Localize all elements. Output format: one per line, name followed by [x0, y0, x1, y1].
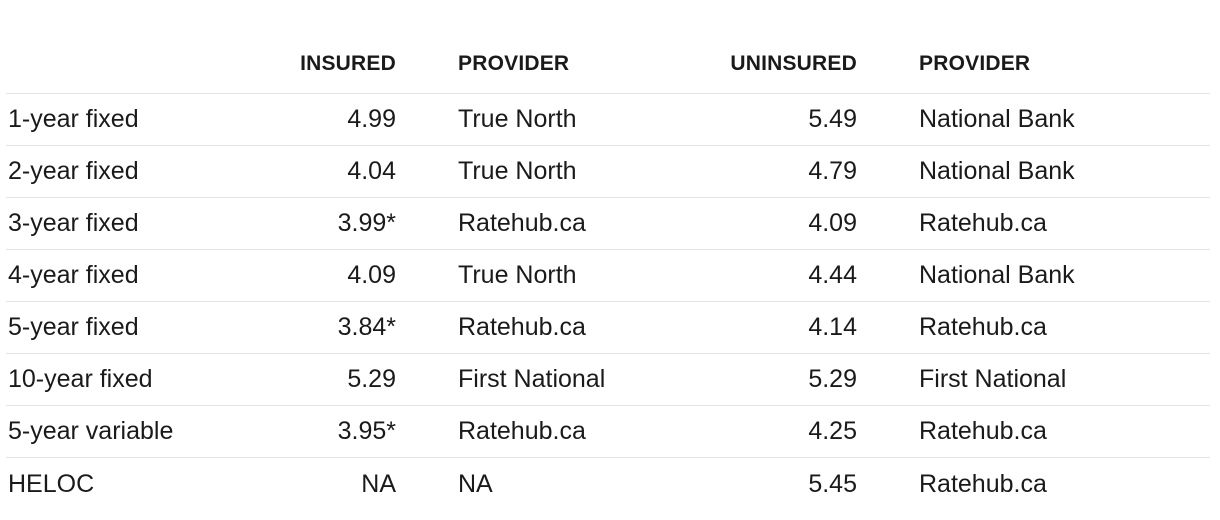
table-row: 4-year fixed 4.09 True North 4.44 Nation… [6, 250, 1210, 302]
insured-provider-cell: First National [458, 365, 606, 393]
uninsured-provider-cell: Ratehub.ca [919, 209, 1047, 237]
insured-provider-cell: True North [458, 261, 577, 289]
uninsured-rate-cell: 4.44 [808, 261, 857, 289]
insured-provider-cell: Ratehub.ca [458, 209, 586, 237]
table-row: 10-year fixed 5.29 First National 5.29 F… [6, 354, 1210, 406]
uninsured-provider-cell: Ratehub.ca [919, 469, 1047, 498]
insured-provider-cell: NA [458, 469, 493, 498]
insured-provider-cell: True North [458, 157, 577, 185]
term-cell: 3-year fixed [8, 209, 139, 237]
table-row: HELOC NA NA 5.45 Ratehub.ca [6, 458, 1210, 510]
header-uninsured: UNINSURED [730, 52, 857, 75]
uninsured-rate-cell: 4.09 [808, 209, 857, 237]
insured-rate-cell: 5.29 [347, 365, 396, 393]
uninsured-rate-cell: 5.49 [808, 105, 857, 133]
uninsured-provider-cell: Ratehub.ca [919, 313, 1047, 341]
table-header-row: INSURED PROVIDER UNINSURED PROVIDER [6, 0, 1210, 94]
uninsured-rate-cell: 4.25 [808, 417, 857, 445]
insured-rate-cell: 3.95* [337, 417, 396, 445]
header-insured: INSURED [300, 52, 396, 75]
uninsured-rate-cell: 5.29 [808, 365, 857, 393]
term-cell: 5-year variable [8, 417, 174, 445]
term-cell: 10-year fixed [8, 365, 153, 393]
insured-rate-cell: 3.84* [337, 313, 396, 341]
uninsured-provider-cell: National Bank [919, 261, 1075, 289]
insured-provider-cell: Ratehub.ca [458, 417, 586, 445]
term-cell: HELOC [8, 469, 95, 498]
header-uninsured-provider: PROVIDER [919, 52, 1031, 75]
uninsured-rate-cell: 4.79 [808, 157, 857, 185]
table-row: 3-year fixed 3.99* Ratehub.ca 4.09 Rateh… [6, 198, 1210, 250]
insured-rate-cell: 3.99* [337, 209, 396, 237]
uninsured-rate-cell: 4.14 [808, 313, 857, 341]
table-row: 1-year fixed 4.99 True North 5.49 Nation… [6, 94, 1210, 146]
insured-rate-cell: NA [361, 469, 396, 498]
term-cell: 4-year fixed [8, 261, 139, 289]
uninsured-provider-cell: Ratehub.ca [919, 417, 1047, 445]
term-cell: 1-year fixed [8, 105, 139, 133]
uninsured-provider-cell: National Bank [919, 105, 1075, 133]
table-row: 2-year fixed 4.04 True North 4.79 Nation… [6, 146, 1210, 198]
insured-rate-cell: 4.04 [347, 157, 396, 185]
insured-provider-cell: True North [458, 105, 577, 133]
term-cell: 2-year fixed [8, 157, 139, 185]
uninsured-provider-cell: National Bank [919, 157, 1075, 185]
insured-provider-cell: Ratehub.ca [458, 313, 586, 341]
table-row: 5-year variable 3.95* Ratehub.ca 4.25 Ra… [6, 406, 1210, 458]
table-row: 5-year fixed 3.84* Ratehub.ca 4.14 Rateh… [6, 302, 1210, 354]
insured-rate-cell: 4.99 [347, 105, 396, 133]
uninsured-provider-cell: First National [919, 365, 1067, 393]
mortgage-rates-table: INSURED PROVIDER UNINSURED PROVIDER 1-ye… [6, 0, 1210, 510]
uninsured-rate-cell: 5.45 [808, 469, 857, 498]
term-cell: 5-year fixed [8, 313, 139, 341]
header-insured-provider: PROVIDER [458, 52, 570, 75]
insured-rate-cell: 4.09 [347, 261, 396, 289]
